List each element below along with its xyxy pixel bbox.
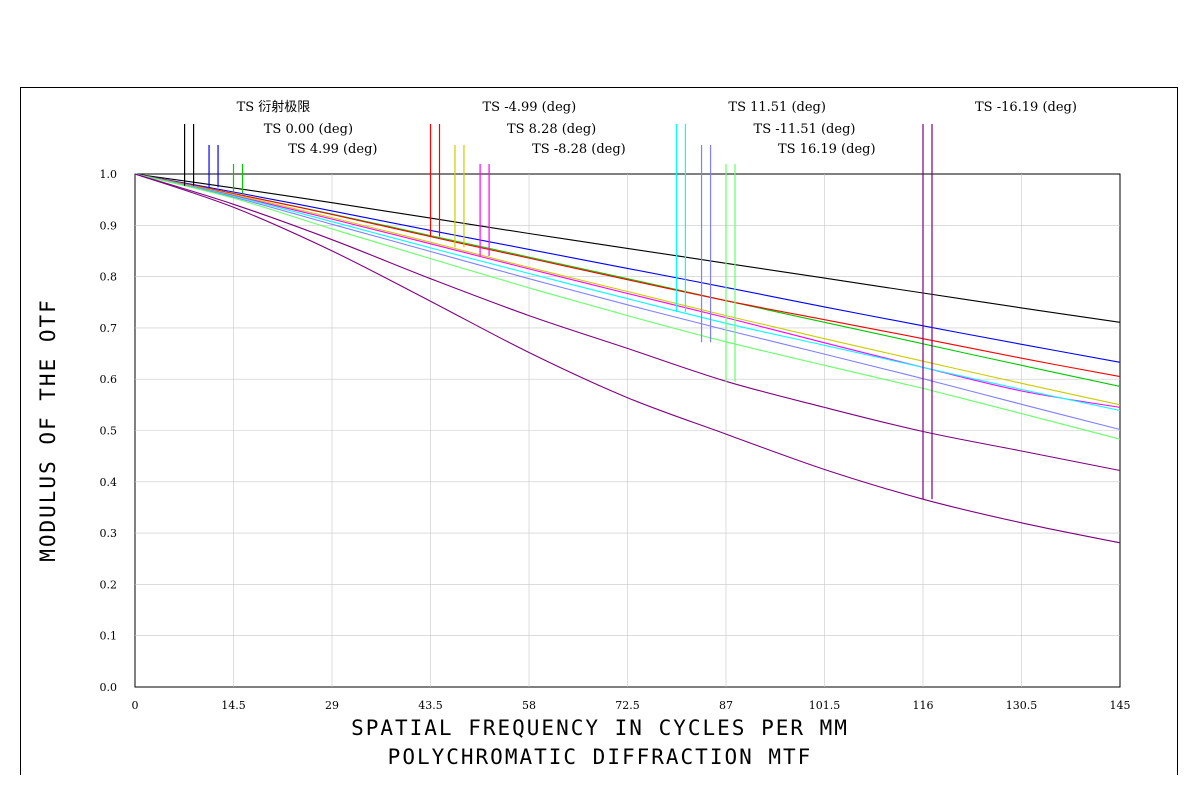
y-tick-label: 0.8 [100, 271, 118, 284]
legend-label: TS 16.19 (deg) [778, 142, 876, 157]
y-tick-label: 0.6 [100, 373, 118, 386]
x-tick-label: 116 [913, 699, 934, 712]
series-line-4 [134, 173, 1121, 406]
x-axis-label: SPATIAL FREQUENCY IN CYCLES PER MM [351, 716, 849, 740]
x-tick-label: 29 [325, 699, 339, 712]
series-line-7 [134, 173, 1121, 431]
x-tick-label: 87 [719, 699, 733, 712]
x-tick-label: 58 [522, 699, 536, 712]
y-tick-label: 0.2 [100, 578, 118, 591]
series-line-9 [134, 173, 1121, 472]
y-tick-label: 0.9 [100, 219, 118, 232]
x-tick-label: 43.5 [418, 699, 443, 712]
y-tick-label: 1.0 [100, 168, 118, 181]
y-tick-label: 0.1 [100, 630, 118, 643]
legend-label: TS -11.51 (deg) [754, 122, 856, 137]
series-line-8 [134, 173, 1121, 440]
y-axis-label: MODULUS OF THE OTF [36, 298, 60, 562]
legend-label: TS 衍射极限 [237, 99, 311, 115]
series-line-0 [134, 173, 1121, 323]
legend-label: TS -16.19 (deg) [975, 100, 1077, 115]
y-tick-label: 0.7 [100, 322, 118, 335]
series-line-1 [134, 173, 1121, 363]
y-tick-label: 0.5 [100, 425, 118, 438]
x-tick-label: 145 [1110, 699, 1131, 712]
series-line-6 [134, 173, 1121, 412]
chart-subtitle: POLYCHROMATIC DIFFRACTION MTF [387, 745, 813, 769]
legend-label: TS 11.51 (deg) [728, 100, 826, 115]
legend-label: TS -8.28 (deg) [532, 142, 626, 157]
legend-label: TS 4.99 (deg) [288, 142, 377, 157]
series-line-10 [134, 173, 1121, 544]
x-tick-label: 130.5 [1006, 699, 1038, 712]
x-tick-label: 0 [132, 699, 139, 712]
x-tick-label: 14.5 [221, 699, 246, 712]
y-tick-label: 0.3 [100, 527, 118, 540]
x-tick-label: 101.5 [809, 699, 841, 712]
legend-label: TS -4.99 (deg) [483, 100, 577, 115]
legend-label: TS 0.00 (deg) [264, 122, 353, 137]
y-tick-label: 0.0 [100, 681, 118, 694]
legend-label: TS 8.28 (deg) [507, 122, 596, 137]
y-tick-label: 0.4 [100, 476, 118, 489]
series-line-3 [134, 173, 1121, 378]
plot-frame [20, 87, 1178, 775]
x-tick-label: 72.5 [615, 699, 640, 712]
